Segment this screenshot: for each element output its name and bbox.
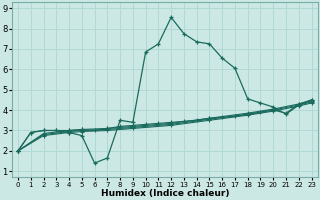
X-axis label: Humidex (Indice chaleur): Humidex (Indice chaleur) xyxy=(100,189,229,198)
